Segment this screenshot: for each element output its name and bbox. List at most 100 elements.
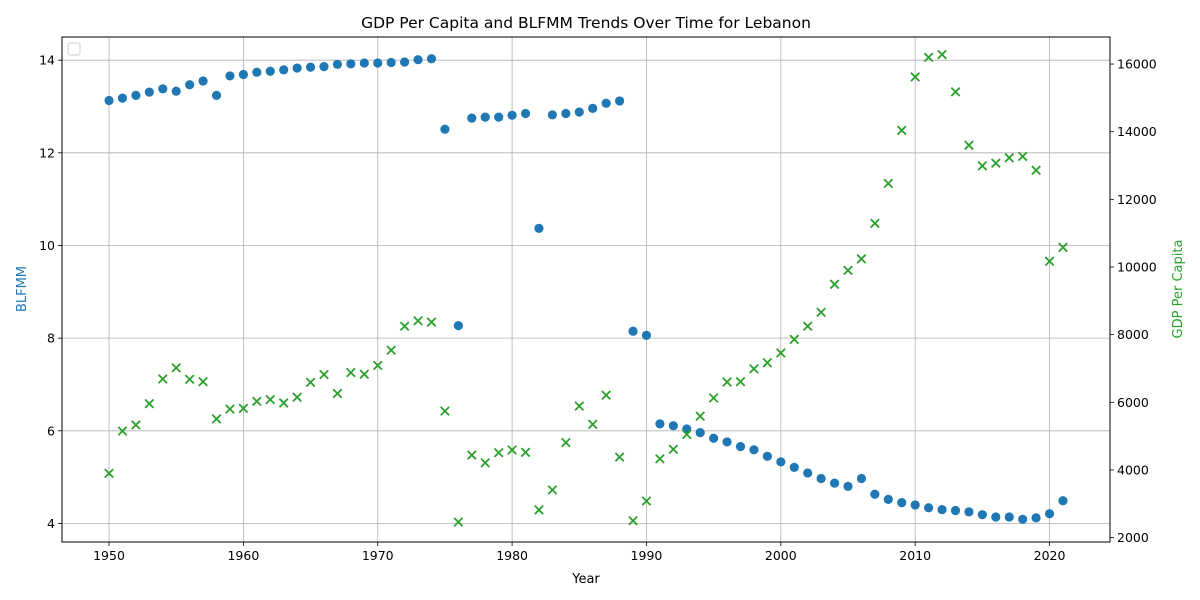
gdp-point [695, 411, 706, 422]
gdp-point [829, 279, 840, 290]
gdp-point [628, 515, 638, 526]
gdp-point [117, 426, 128, 436]
blfmm-point [158, 84, 168, 94]
blfmm-point [991, 512, 1001, 522]
gdp-point [990, 158, 1001, 169]
blfmm-point [668, 421, 678, 431]
gdp-point [292, 392, 302, 403]
gdp-point [587, 419, 598, 430]
x-axis-label: Year [571, 572, 600, 587]
gdp-point [802, 321, 813, 332]
blfmm-point [144, 87, 154, 97]
blfmm-point [507, 110, 517, 120]
gdp-point [171, 362, 182, 373]
blfmm-point [1044, 509, 1055, 519]
gdp-point [144, 398, 155, 409]
blfmm-point [346, 59, 356, 69]
blfmm-point [588, 103, 598, 113]
gdp-point [614, 452, 625, 462]
chart-title: GDP Per Capita and BLFMM Trends Over Tim… [361, 14, 811, 32]
gdp-point [278, 398, 289, 408]
gdp-point [251, 396, 262, 407]
gdp-point [372, 360, 383, 371]
y-left-tick-label: 14 [39, 53, 55, 68]
y-right-tick-label: 10000 [1117, 260, 1157, 275]
gdp-point [131, 420, 141, 430]
y-right-tick-label: 6000 [1117, 395, 1149, 410]
blfmm-point [238, 69, 248, 80]
gdp-point [493, 447, 504, 458]
gdp-point [883, 178, 894, 189]
blfmm-point [252, 67, 262, 77]
blfmm-point [641, 330, 652, 340]
gdp-point [816, 307, 826, 318]
gdp-point [655, 453, 665, 464]
y-left-tick-label: 12 [39, 145, 55, 160]
blfmm-point [305, 62, 316, 72]
blfmm-point [198, 76, 208, 86]
gdp-point [332, 388, 343, 399]
gdp-point [104, 468, 114, 479]
gdp-point [856, 254, 867, 264]
plot-frame [61, 36, 1111, 543]
gdp-point [359, 369, 370, 380]
blfmm-point [373, 58, 383, 68]
gdp-point [775, 348, 786, 358]
blfmm-point [1058, 496, 1068, 506]
blfmm-point [292, 63, 302, 73]
gdp-point [977, 161, 988, 171]
blfmm-point [628, 326, 638, 336]
blfmm-point [547, 110, 558, 120]
blfmm-point [1004, 512, 1014, 522]
gdp-point [466, 450, 477, 460]
blfmm-point [695, 428, 705, 438]
blfmm-point [601, 98, 611, 108]
y-right-tick-label: 8000 [1117, 327, 1149, 342]
gdp-point [534, 505, 544, 515]
blfmm-point [131, 90, 141, 100]
blfmm-point [816, 473, 826, 484]
gdp-point [910, 72, 921, 82]
gdp-point [762, 357, 773, 368]
blfmm-point [789, 462, 799, 473]
gdp-point [1017, 151, 1028, 162]
gdp-point [238, 403, 249, 414]
gdp-point [561, 437, 571, 448]
gdp-point [547, 485, 558, 495]
blfmm-point [897, 498, 907, 508]
blfmm-point [265, 66, 275, 76]
y-left-tick-label: 10 [39, 238, 55, 253]
blfmm-point [453, 321, 463, 331]
gdp-point [507, 445, 517, 455]
blfmm-point [440, 124, 450, 134]
gdp-point [668, 444, 679, 455]
blfmm-point [910, 500, 920, 510]
blfmm-point [1031, 513, 1041, 523]
gdp-point [225, 404, 235, 414]
gdp-point [1044, 256, 1055, 267]
gdp-point [722, 377, 732, 387]
gdp-point [574, 401, 585, 411]
x-tick-label: 2000 [765, 548, 797, 563]
gdp-point [950, 86, 961, 97]
gdp-point [211, 414, 222, 424]
x-tick-label: 2010 [899, 548, 931, 563]
gdp-point [157, 374, 168, 384]
gdp-point [681, 429, 692, 440]
blfmm-point [762, 451, 772, 461]
gdp-point [198, 376, 208, 387]
gdp-point [480, 458, 491, 468]
blfmm-point [359, 58, 369, 68]
gdp-point [453, 517, 464, 527]
gdp-point [896, 125, 907, 136]
blfmm-point [964, 507, 974, 517]
gdp-point [843, 265, 853, 276]
blfmm-point [709, 433, 719, 443]
y-left-tick-label: 8 [47, 331, 55, 346]
gdp-point [601, 390, 611, 401]
grid-lines [62, 37, 1110, 542]
y-left-tick-label: 4 [47, 516, 55, 531]
x-tick-label: 1950 [93, 548, 125, 563]
x-tick-label: 1980 [496, 548, 528, 563]
